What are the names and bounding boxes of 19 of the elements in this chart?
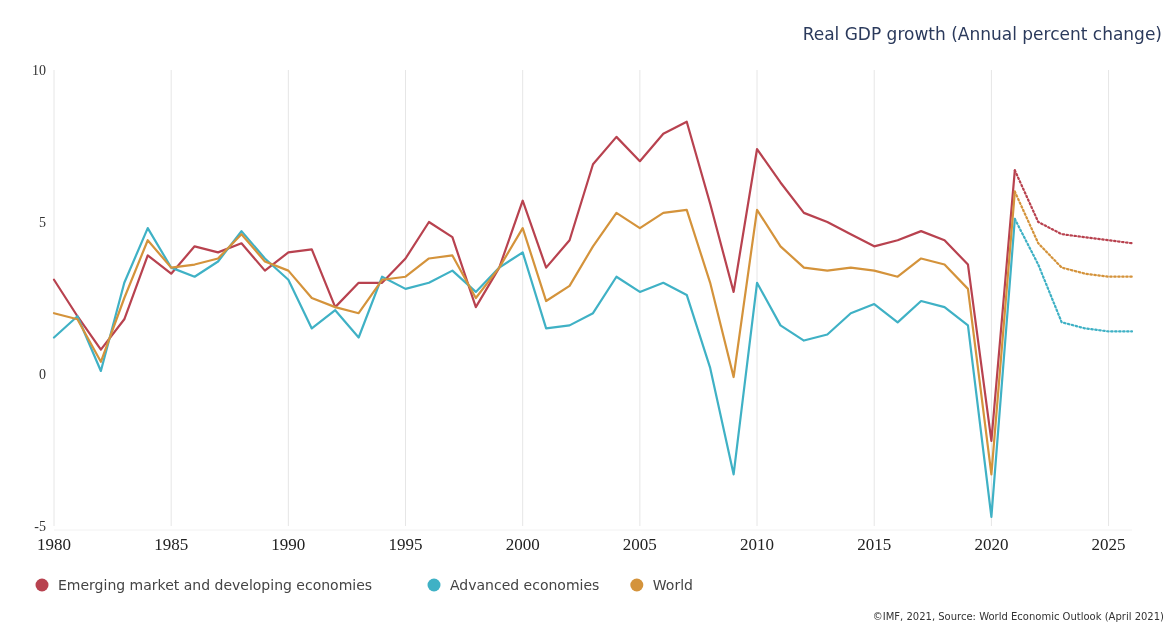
x-tick-label: 1990 (271, 535, 306, 554)
x-tick-label: 2025 (1091, 535, 1126, 554)
y-tick-label: -5 (34, 518, 46, 534)
y-tick-label: 10 (32, 62, 46, 78)
chart-title: Real GDP growth (Annual percent change) (802, 24, 1162, 44)
x-tick-label: 1985 (154, 535, 189, 554)
x-tick-label: 2000 (505, 535, 540, 554)
legend-label: Advanced economies (450, 577, 600, 593)
x-tick-label: 2020 (974, 535, 1009, 554)
legend-label: World (652, 577, 693, 593)
x-tick-label: 1995 (388, 535, 423, 554)
y-tick-label: 5 (39, 214, 46, 230)
text: ©IMF, 2021, Source: World Economic Outlook (April 2021) (872, 611, 1165, 622)
x-tick-label: 2005 (622, 535, 657, 554)
x-tick-label: 1980 (37, 535, 71, 554)
y-tick-label: 0 (39, 366, 46, 382)
x-tick-label: 2015 (857, 535, 892, 554)
x-tick-label: 2010 (740, 535, 775, 554)
legend-label: Emerging market and developing economies (58, 577, 373, 593)
